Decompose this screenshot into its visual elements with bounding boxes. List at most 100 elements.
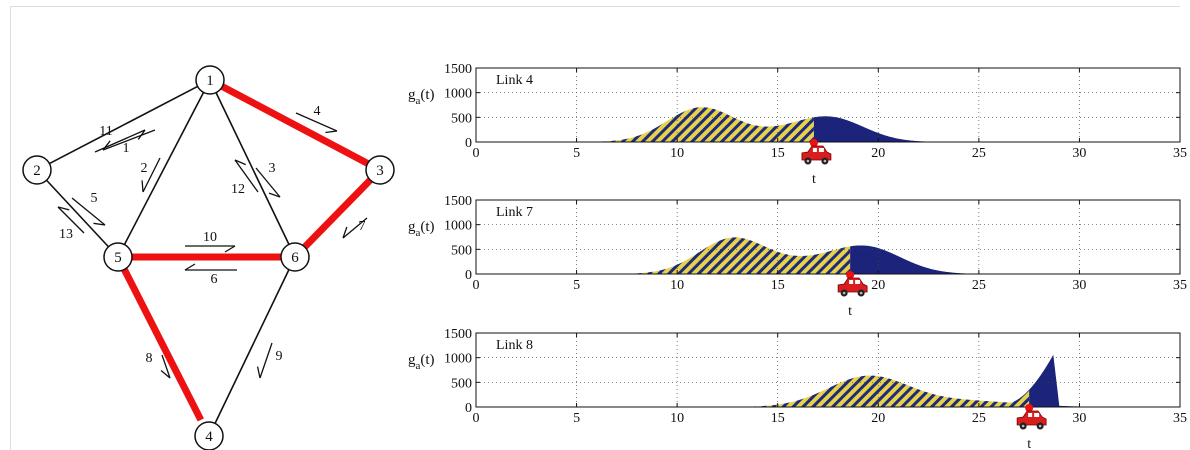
x-tick-label: 20 — [871, 278, 885, 293]
edge-1-5 — [123, 92, 205, 245]
node-label-3: 3 — [376, 163, 384, 179]
x-tick-label: 5 — [573, 146, 580, 161]
edge-1-6 — [215, 92, 290, 245]
x-tick-label: 25 — [972, 146, 986, 161]
path-edge-3-6 — [302, 177, 373, 250]
link-label-10: 10 — [203, 230, 217, 245]
y-tick-label: 1000 — [444, 87, 472, 102]
path-edge-1-3 — [220, 83, 370, 167]
x-axis-label: t — [848, 304, 852, 319]
x-tick-label: 35 — [1173, 146, 1187, 161]
edge-6-4 — [214, 269, 290, 424]
x-tick-label: 15 — [771, 278, 785, 293]
remaining-area — [1029, 354, 1170, 407]
y-tick-label: 0 — [465, 136, 472, 151]
link-arrow-9 — [256, 342, 273, 379]
chart-link-7: 0 5 10 15 20 25 30 35 0 500 1000 1500 ga(t) Link 7 t — [408, 194, 1187, 319]
node-5 — [103, 242, 133, 272]
y-tick-label: 0 — [465, 401, 472, 416]
edge-2-5 — [45, 179, 110, 248]
node-1 — [195, 65, 225, 95]
x-tick-label: 5 — [573, 278, 580, 293]
y-tick-label: 1500 — [444, 327, 472, 342]
link-label-6: 6 — [211, 272, 218, 287]
y-tick-label: 500 — [451, 376, 472, 391]
x-tick-label: 0 — [473, 411, 480, 426]
link-arrow-4 — [295, 112, 338, 134]
x-tick-label: 15 — [771, 411, 785, 426]
x-tick-label: 30 — [1072, 146, 1086, 161]
traversed-area — [486, 237, 851, 274]
link-arrow-2 — [141, 157, 161, 193]
y-tick-label: 500 — [451, 243, 472, 258]
remaining-area — [850, 245, 1170, 274]
link-arrow-10 — [185, 245, 236, 253]
vehicle-position-dot — [809, 139, 818, 147]
axes-box — [475, 199, 1181, 275]
x-tick-label: 30 — [1072, 411, 1086, 426]
link-label-12: 12 — [231, 182, 245, 197]
vehicle-position-dot — [1025, 404, 1034, 412]
link-arrow-7 — [342, 217, 368, 239]
axes-box — [475, 67, 1181, 143]
y-tick-label: 1500 — [444, 62, 472, 77]
car-icon — [801, 145, 832, 165]
frame-left-border — [10, 6, 11, 450]
node-label-6: 6 — [291, 250, 299, 266]
x-tick-label: 0 — [473, 146, 480, 161]
x-axis-label: t — [812, 172, 816, 187]
path-edge-5-4 — [121, 267, 204, 422]
link-label-3: 3 — [269, 161, 276, 176]
x-tick-label: 10 — [670, 278, 684, 293]
link-label-2: 2 — [141, 161, 148, 176]
node-6 — [280, 242, 310, 272]
y-axis-label: ga(t) — [408, 87, 435, 107]
frame-top-border — [10, 6, 1180, 7]
node-label-2: 2 — [33, 163, 41, 179]
y-tick-label: 0 — [465, 268, 472, 283]
edge-1-2 — [49, 85, 198, 165]
node-label-4: 4 — [205, 429, 213, 445]
link-arrow-3 — [255, 167, 281, 198]
x-tick-label: 0 — [473, 278, 480, 293]
link-arrow-5 — [71, 197, 106, 226]
vehicle-position-dot — [846, 271, 855, 279]
y-axis-label: ga(t) — [408, 219, 435, 239]
x-tick-label: 35 — [1173, 278, 1187, 293]
x-tick-label: 30 — [1072, 278, 1086, 293]
link-label-13: 13 — [59, 227, 73, 242]
traversed-area — [486, 375, 1030, 407]
x-tick-label: 10 — [670, 146, 684, 161]
x-tick-label: 20 — [871, 411, 885, 426]
x-tick-label: 5 — [573, 411, 580, 426]
node-3 — [365, 155, 395, 185]
link-label-8: 8 — [146, 351, 153, 366]
x-tick-label: 15 — [771, 146, 785, 161]
traversed-area — [486, 107, 814, 142]
link-label-11: 11 — [99, 124, 112, 139]
chart-title: Link 8 — [496, 338, 533, 353]
y-tick-label: 1500 — [444, 194, 472, 209]
node-4 — [194, 421, 224, 450]
link-label-9: 9 — [276, 349, 283, 364]
link-label-7: 7 — [359, 219, 366, 234]
node-2 — [22, 155, 52, 185]
node-label-1: 1 — [206, 73, 214, 89]
car-icon — [1016, 410, 1047, 430]
y-tick-label: 500 — [451, 111, 472, 126]
remaining-area — [813, 116, 1170, 142]
chart-link-4: 0 5 10 15 20 25 30 35 0 500 1000 1500 ga(t) Link 4 t — [408, 62, 1187, 187]
x-tick-label: 10 — [670, 411, 684, 426]
link-arrow-13 — [57, 206, 85, 234]
link-arrow-6 — [184, 263, 237, 271]
link-arrow-8 — [160, 354, 171, 379]
y-tick-label: 1000 — [444, 352, 472, 367]
x-tick-label: 20 — [871, 146, 885, 161]
x-tick-label: 25 — [972, 411, 986, 426]
link-arrow-12 — [234, 159, 259, 193]
y-tick-label: 1000 — [444, 219, 472, 234]
link-label-4: 4 — [314, 104, 321, 119]
